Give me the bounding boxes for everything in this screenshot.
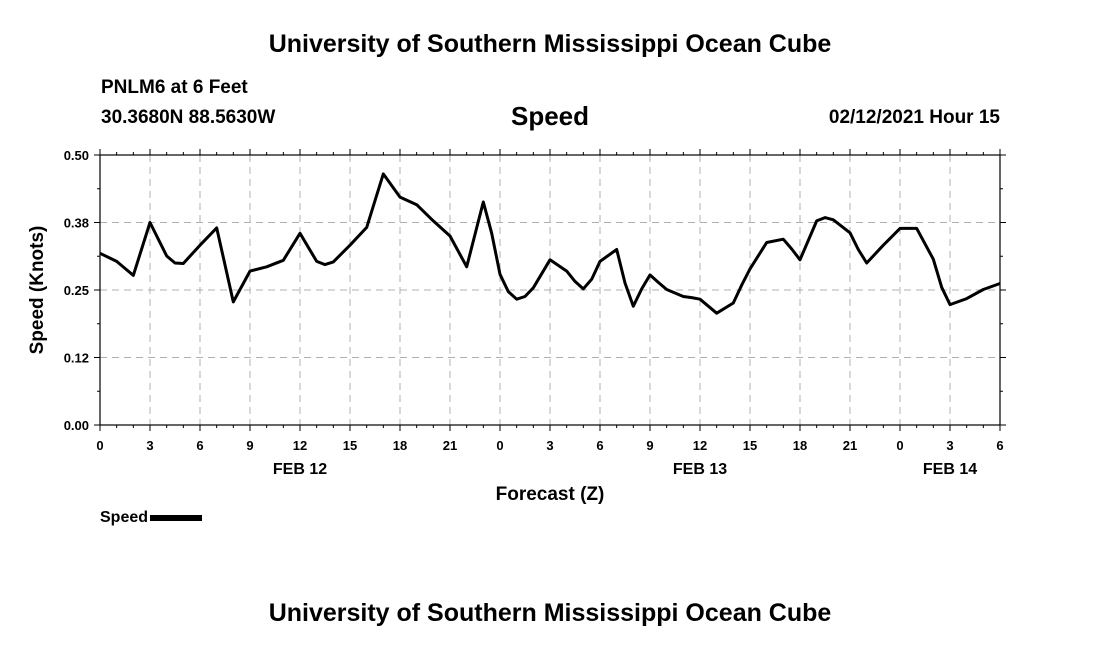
x-tick-label: 6	[196, 438, 203, 453]
x-tick-label: 6	[996, 438, 1003, 453]
chart-title-top: University of Southern Mississippi Ocean…	[268, 30, 832, 58]
grid-lines	[100, 155, 1000, 425]
x-tick-labels: 0 3 6 9 12 15 18 21 0 3 6 9 12 15 18 21 0 3 6	[96, 438, 1003, 453]
station-label: PNLM6 at 6 Feet	[101, 77, 248, 98]
x-tick-label: 21	[443, 438, 457, 453]
x-axis-label: Forecast (Z)	[496, 484, 605, 505]
x-tick-label: 21	[843, 438, 857, 453]
series-line-speed	[99, 172, 1001, 315]
date-labels: FEB 12 FEB 13 FEB 14	[273, 461, 977, 478]
x-tick-label: 9	[246, 438, 253, 453]
x-tick-label: 0	[496, 438, 503, 453]
date-label: FEB 14	[923, 461, 977, 478]
date-label: FEB 13	[673, 461, 727, 478]
legend-label: Speed	[100, 509, 149, 526]
axis-ticks	[94, 149, 1006, 431]
x-tick-label: 3	[946, 438, 953, 453]
x-tick-label: 12	[293, 438, 307, 453]
variable-title: Speed	[510, 101, 590, 131]
x-tick-label: 6	[596, 438, 603, 453]
x-tick-label: 3	[146, 438, 153, 453]
y-tick-label: 0.38	[64, 216, 89, 231]
x-tick-label: 12	[693, 438, 707, 453]
x-tick-label: 9	[646, 438, 653, 453]
x-tick-label: 0	[896, 438, 903, 453]
date-label: FEB 12	[273, 461, 327, 478]
x-tick-label: 15	[743, 438, 757, 453]
coordinates-label: 30.3680N 88.5630W	[101, 107, 276, 128]
x-tick-label: 15	[343, 438, 357, 453]
y-tick-label: 0.50	[64, 148, 89, 163]
datetime-label: 02/12/2021 Hour 15	[828, 107, 1000, 128]
x-tick-label: 18	[793, 438, 807, 453]
legend-swatch	[150, 515, 203, 521]
legend: Speed	[100, 509, 203, 527]
y-tick-label: 0.25	[64, 283, 89, 298]
x-tick-label: 3	[546, 438, 553, 453]
y-tick-labels: 0.00 0.12 0.25 0.38 0.50	[64, 148, 89, 433]
y-tick-label: 0.00	[64, 418, 89, 433]
y-tick-label: 0.12	[64, 351, 89, 366]
y-axis-label: Speed (Knots)	[27, 226, 48, 355]
x-tick-label: 0	[96, 438, 103, 453]
x-tick-label: 18	[393, 438, 407, 453]
chart-title-bottom: University of Southern Mississippi Ocean…	[268, 599, 832, 627]
